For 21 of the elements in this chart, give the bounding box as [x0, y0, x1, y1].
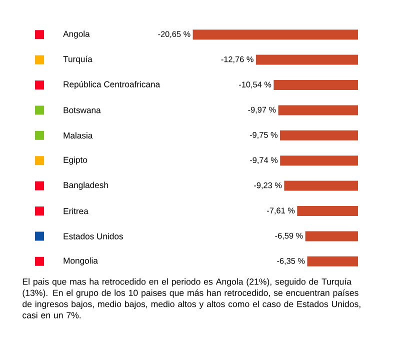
y-tick-label: Bangladesh	[64, 182, 108, 190]
data-label: -9,74 %	[250, 157, 278, 164]
data-label: -20,65 %	[158, 31, 190, 38]
y-tick-label: Eritrea	[64, 208, 88, 214]
y-tick-label: República Centroafricana	[64, 80, 160, 90]
data-label: -6,59 %	[275, 232, 303, 240]
y-tick-label: Egipto	[64, 156, 88, 165]
y-tick-label: Malasia	[64, 132, 93, 139]
data-label: -10,54 %	[239, 82, 272, 88]
y-tick-label: Estados Unidos	[64, 233, 123, 240]
y-tick-label: Botswana	[64, 107, 101, 114]
text: El pais que mas ha retrocedido en el periodo es Angola (21%), seguido de Turquía (13%). En el grupo de los 10 paises que más han retrocedido, se encuentran países de ingresos bajos, medio bajos, medio altos y altos como el caso de Estados Unidos, casi en un 7%.	[22, 278, 360, 318]
data-label: -6,35 %	[277, 258, 305, 265]
data-label: -9,75 %	[250, 132, 278, 139]
data-label: -12,76 %	[221, 56, 254, 64]
y-tick-label: Turquía	[63, 56, 92, 64]
data-label: -9,23 %	[254, 182, 282, 190]
data-label: -7,61 %	[267, 208, 295, 214]
y-tick-label: Mongolia	[64, 257, 98, 266]
data-label: -9,97 %	[248, 106, 276, 114]
y-tick-label: Angola	[63, 30, 90, 39]
